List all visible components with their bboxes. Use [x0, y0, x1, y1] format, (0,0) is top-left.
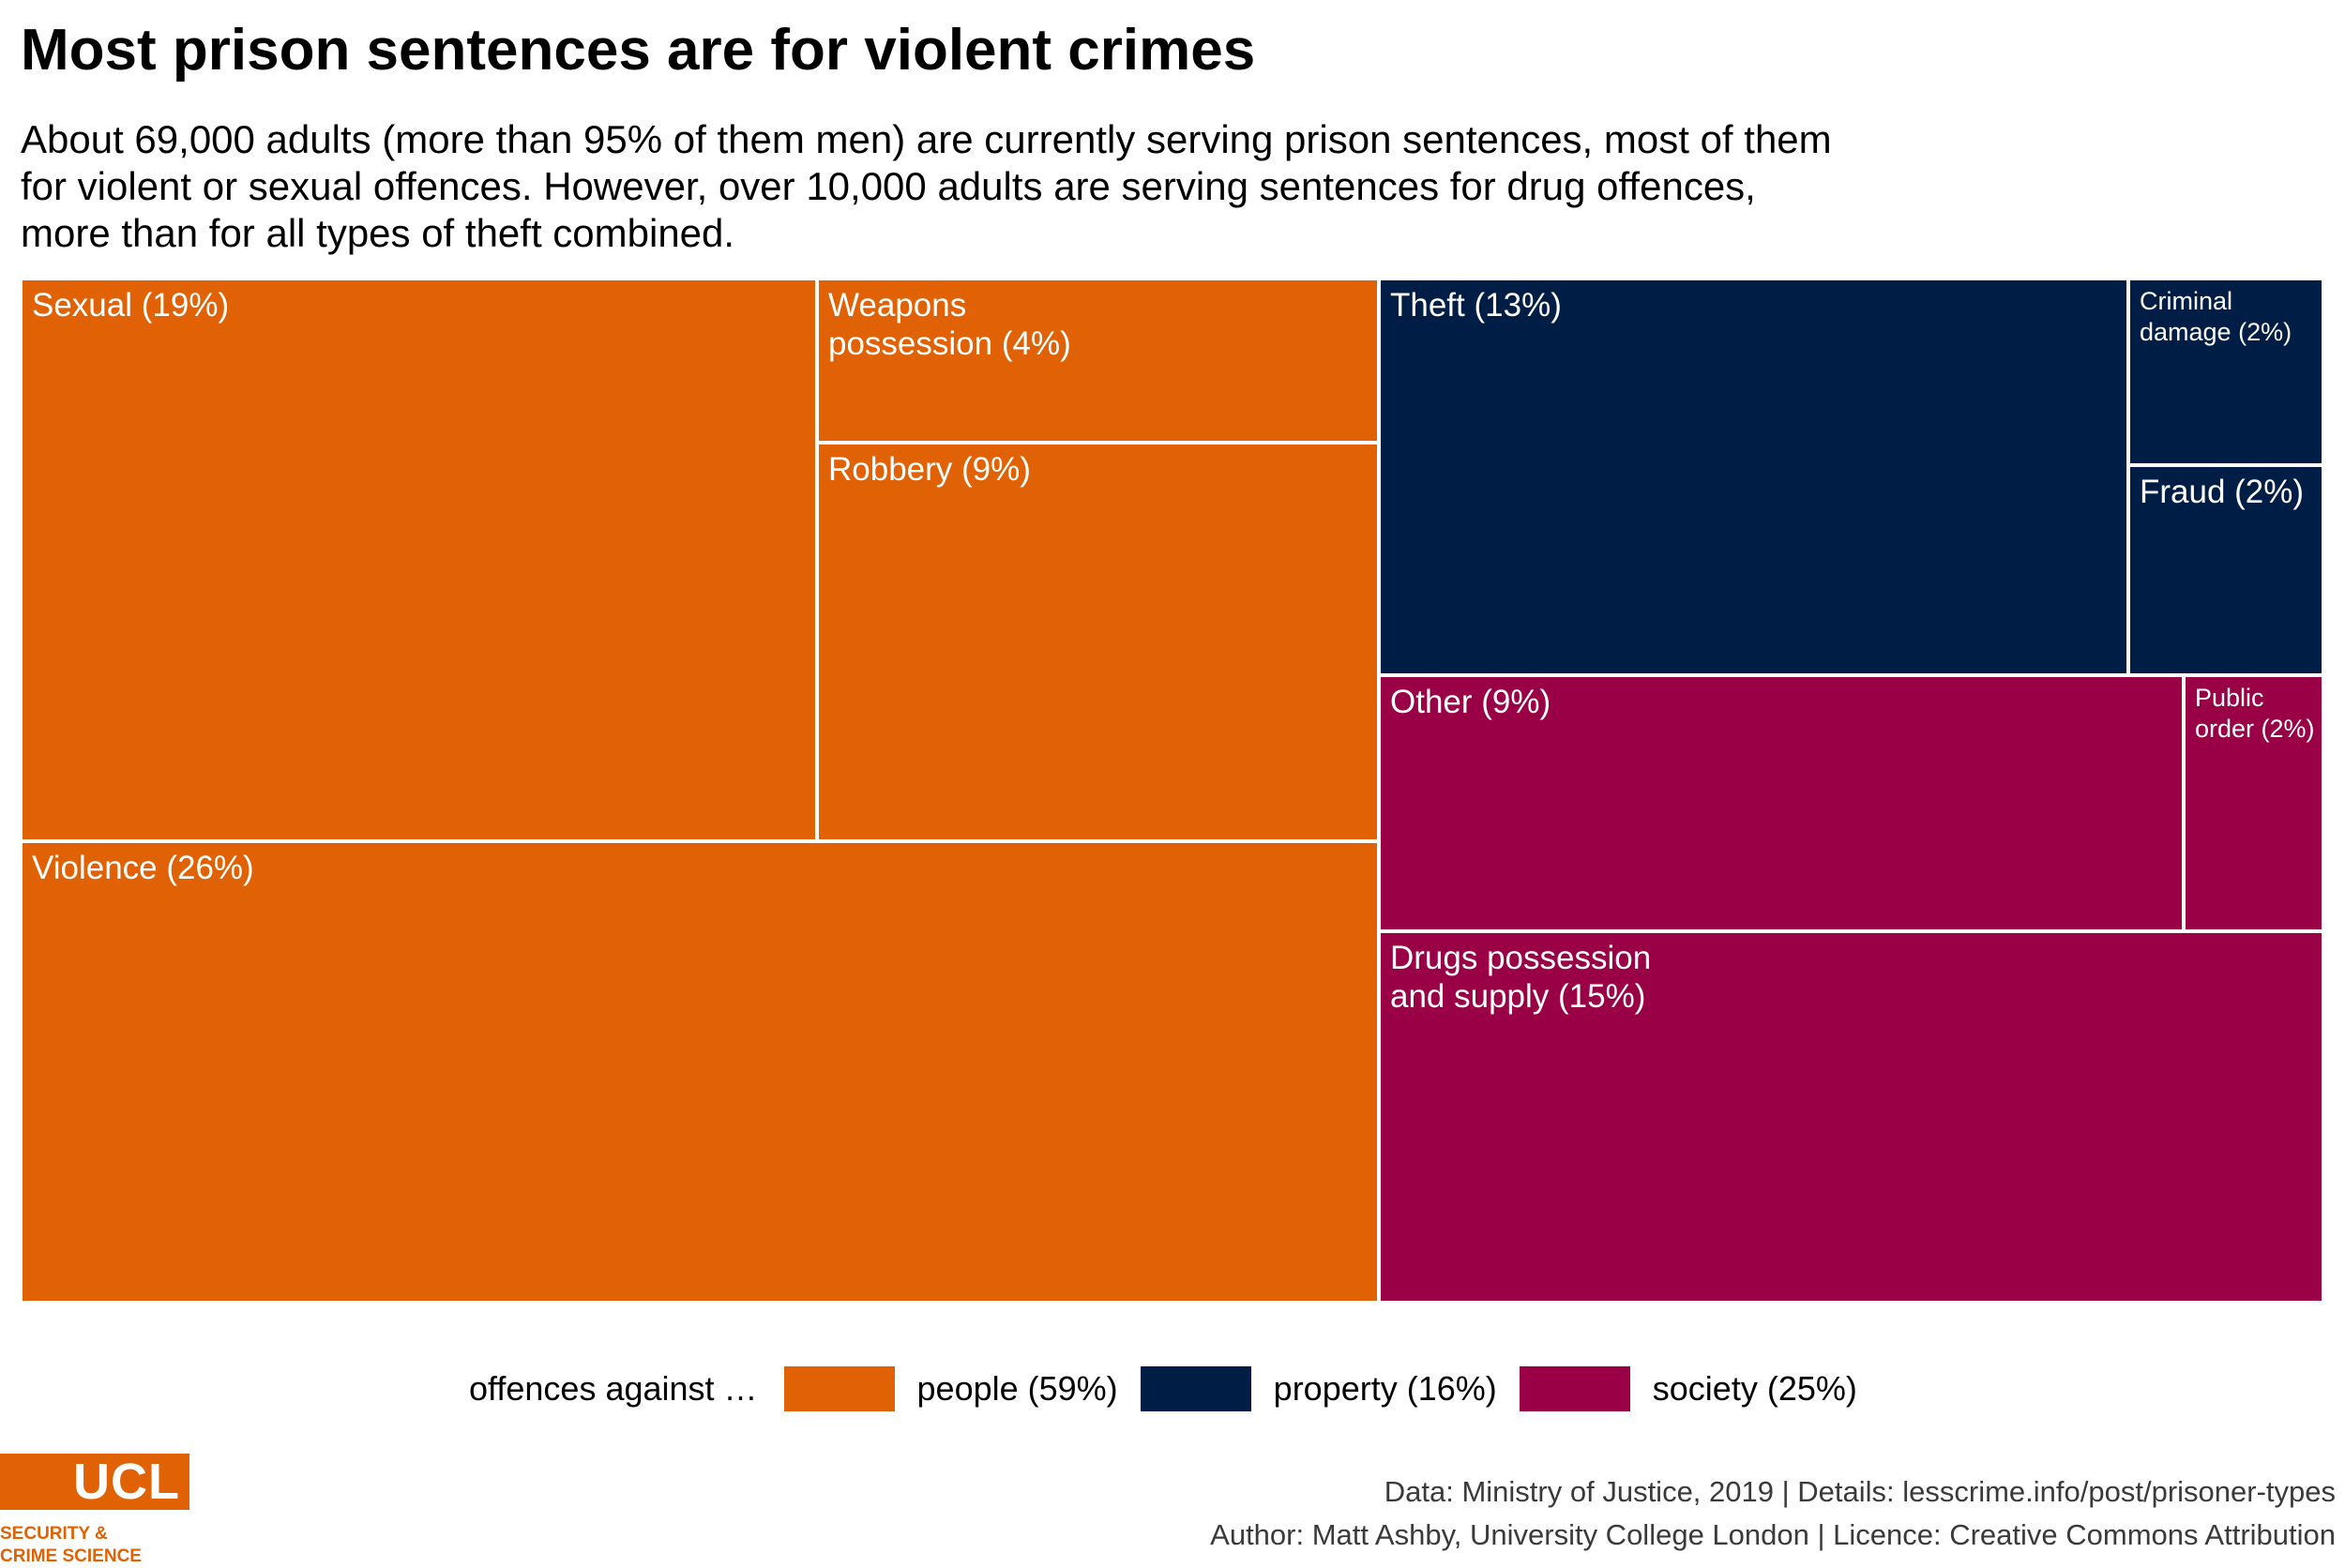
- treemap-tile-other: Other (9%): [1379, 675, 2184, 931]
- subtitle-line-3: more than for all types of theft combine…: [21, 211, 735, 255]
- ucl-logo-subtitle: SECURITY & CRIME SCIENCE: [0, 1523, 142, 1568]
- ucl-logo: UCL SECURITY & CRIME SCIENCE: [0, 1454, 192, 1566]
- treemap-label-weapons: Weapons possession (4%): [828, 287, 1071, 362]
- legend-label-property: property (16%): [1273, 1369, 1497, 1408]
- treemap-label-fraud: Fraud (2%): [2140, 474, 2305, 510]
- treemap-tile-public-order: Public order (2%): [2184, 675, 2323, 931]
- credits-author: Author: Matt Ashby, University College L…: [1210, 1518, 2336, 1551]
- subtitle-line-2: for violent or sexual offences. However,…: [21, 164, 1756, 208]
- treemap-label-sexual: Sexual (19%): [32, 287, 230, 324]
- treemap-label-public-order: Public order (2%): [2195, 684, 2315, 743]
- treemap-label-criminal-damage: Criminal damage (2%): [2140, 287, 2292, 346]
- treemap: Sexual (19%) Weapons possession (4%) Robbe…: [21, 279, 2323, 1303]
- legend-label-society: society (25%): [1652, 1369, 1857, 1408]
- ucl-logo-sub-line-2: CRIME SCIENCE: [0, 1546, 142, 1566]
- subtitle-line-1: About 69,000 adults (more than 95% of th…: [21, 117, 1832, 161]
- chart-title: Most prison sentences are for violent cr…: [21, 18, 1256, 83]
- ucl-logo-sub-line-1: SECURITY &: [0, 1524, 108, 1544]
- treemap-tile-fraud: Fraud (2%): [2128, 465, 2323, 675]
- treemap-tile-robbery: Robbery (9%): [817, 443, 1379, 841]
- treemap-tile-violence: Violence (26%): [21, 841, 1379, 1303]
- legend-swatch-people: [783, 1366, 895, 1411]
- legend-label-people: people (59%): [916, 1369, 1118, 1408]
- treemap-tile-drugs: Drugs possession and supply (15%): [1379, 931, 2323, 1303]
- treemap-label-other: Other (9%): [1390, 684, 1551, 720]
- legend-swatch-property: [1140, 1366, 1251, 1411]
- treemap-tile-sexual: Sexual (19%): [21, 279, 817, 841]
- treemap-tile-theft: Theft (13%): [1379, 279, 2128, 675]
- chart-subtitle: About 69,000 adults (more than 95% of th…: [21, 116, 2178, 257]
- legend-swatch-society: [1519, 1366, 1630, 1411]
- legend: offences against … people (59%) property…: [469, 1365, 1880, 1412]
- treemap-tile-weapons: Weapons possession (4%): [817, 279, 1379, 443]
- treemap-label-violence: Violence (26%): [32, 850, 254, 886]
- treemap-label-theft: Theft (13%): [1390, 287, 1562, 324]
- credits: Data: Ministry of Justice, 2019 | Detail…: [1210, 1470, 2336, 1557]
- credits-data-source: Data: Ministry of Justice, 2019 | Detail…: [1384, 1475, 2336, 1508]
- treemap-tile-criminal-damage: Criminal damage (2%): [2128, 279, 2323, 465]
- ucl-logo-mark: UCL: [0, 1454, 189, 1510]
- treemap-label-robbery: Robbery (9%): [828, 451, 1031, 488]
- treemap-label-drugs: Drugs possession and supply (15%): [1390, 940, 1652, 1015]
- legend-title: offences against …: [469, 1369, 758, 1408]
